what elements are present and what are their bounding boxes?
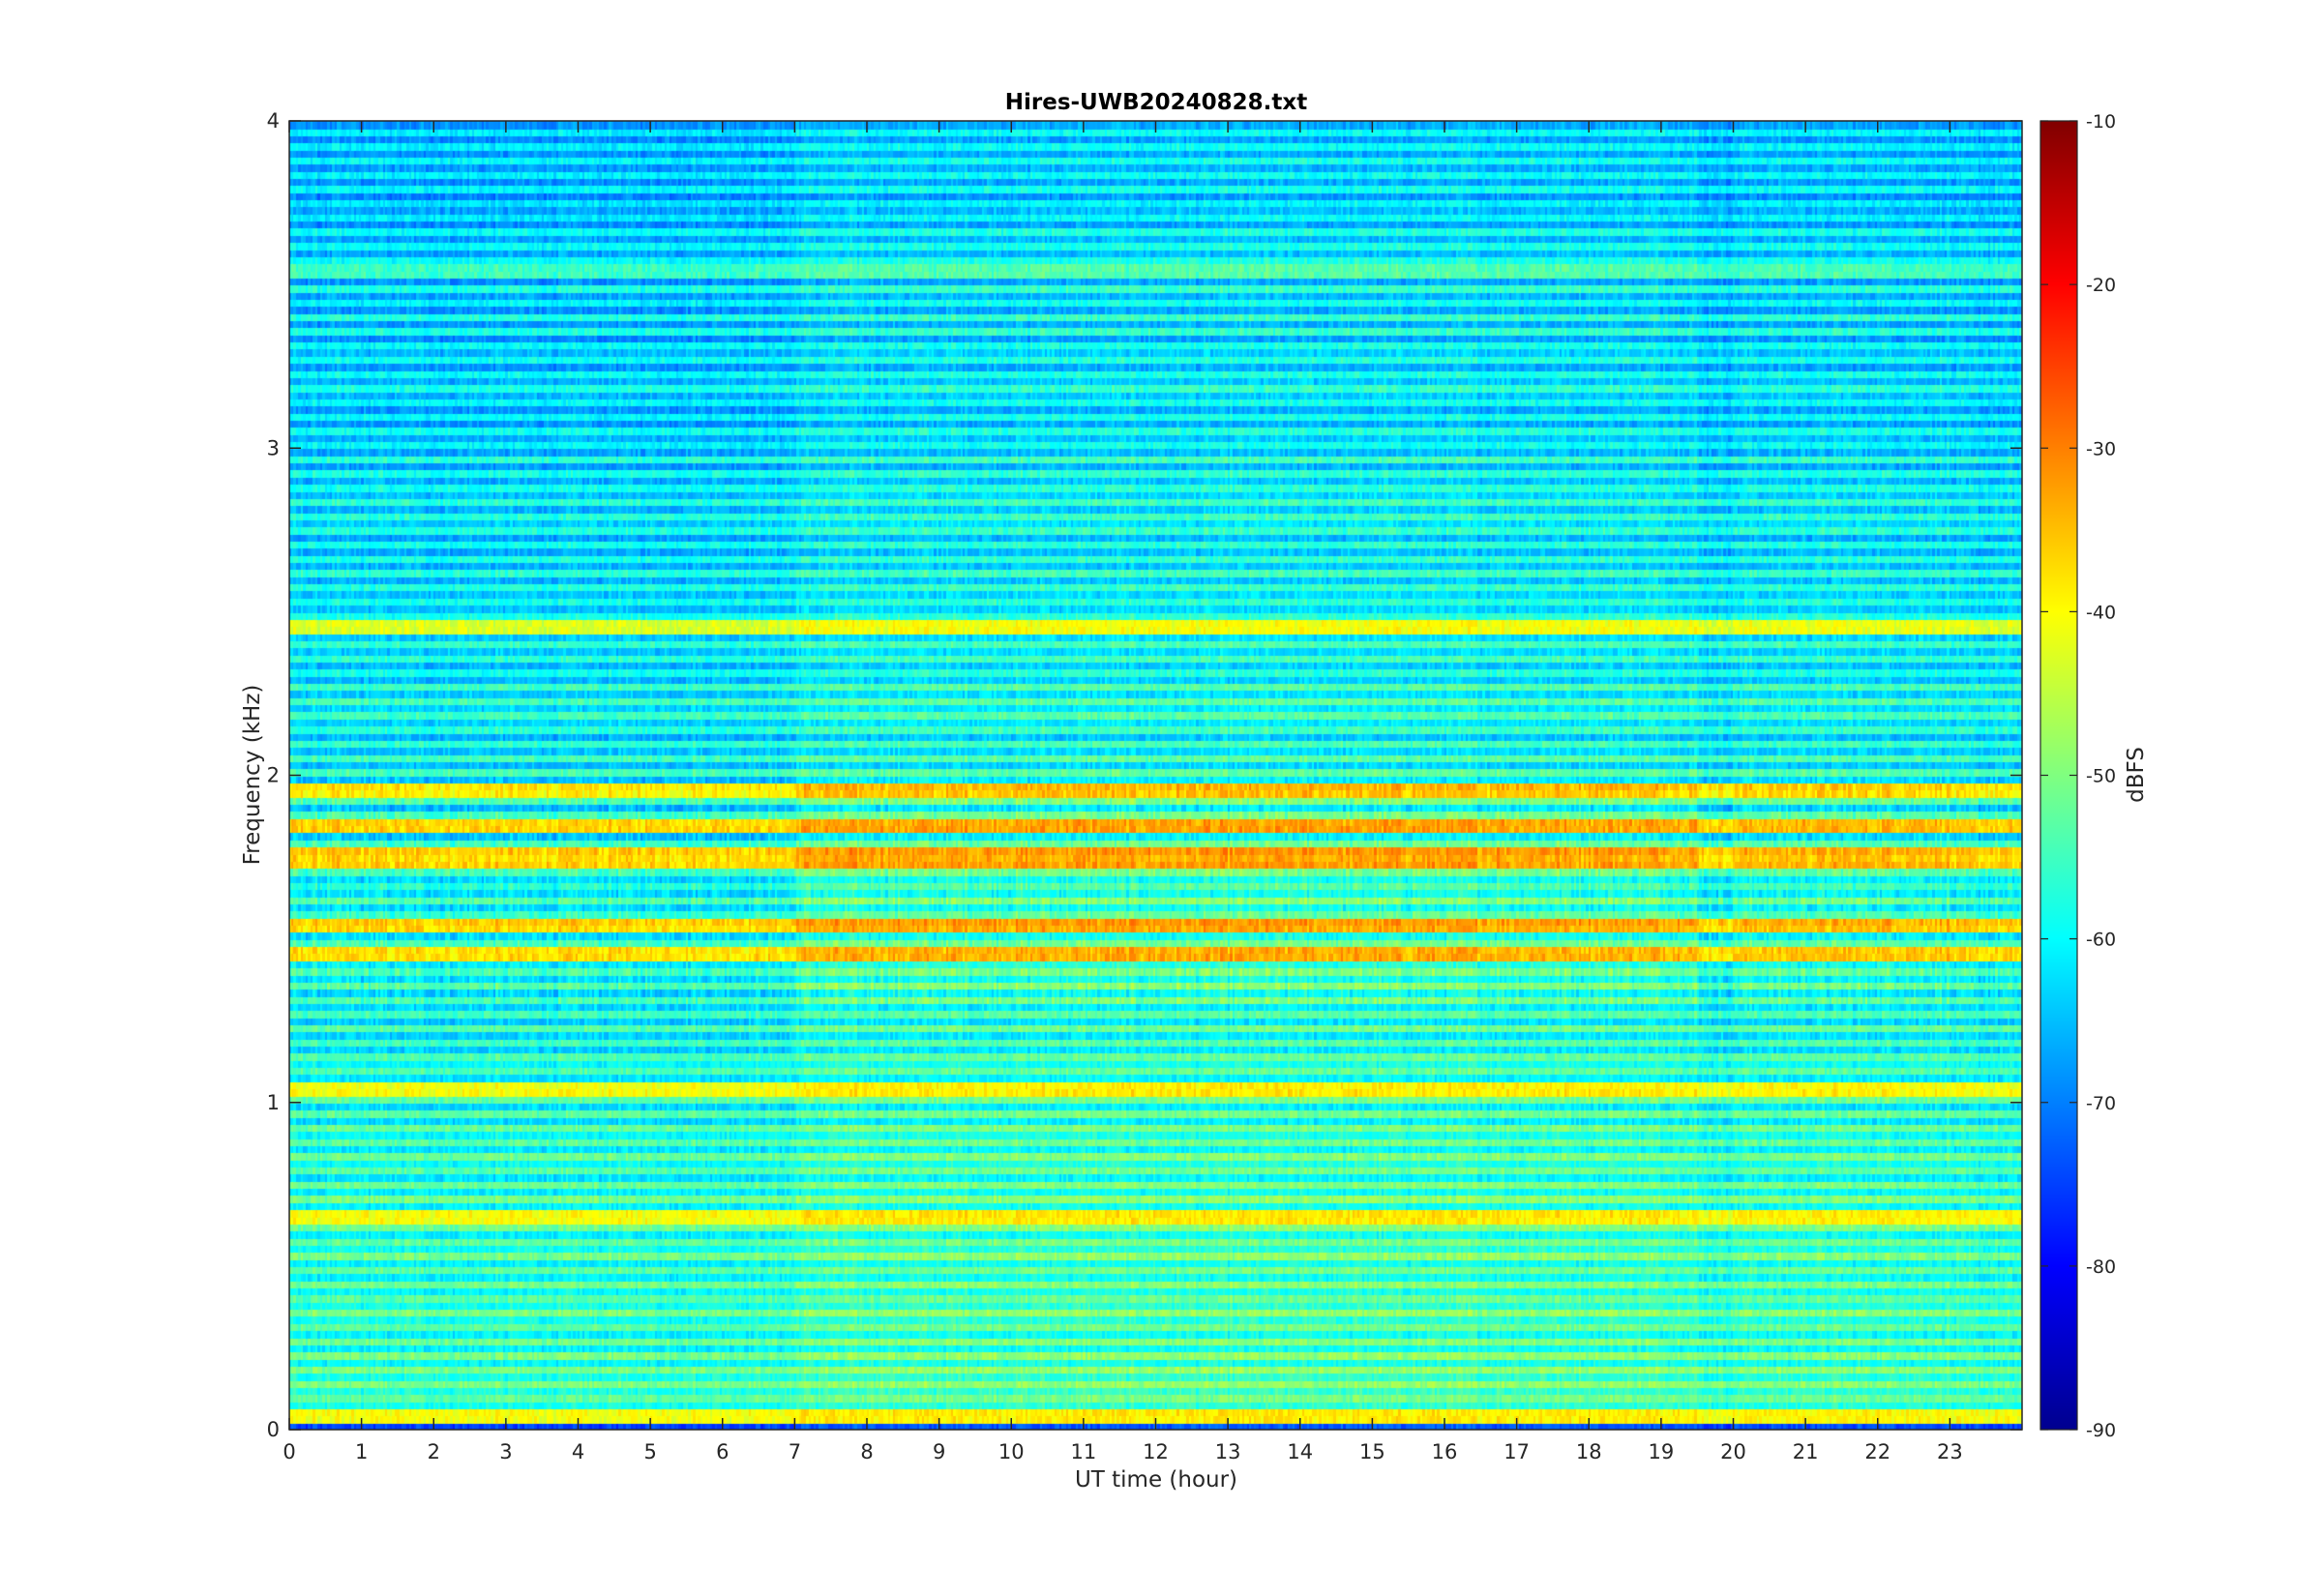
y-axis: 0 1 2 3 4	[267, 109, 2022, 1441]
colorbar: -10 -20 -30 -40 -50 -60 -70 -80 -90 dBFS	[2039, 111, 2149, 1441]
colorbar-tick-label: -80	[2086, 1256, 2116, 1278]
x-tick-label: 16	[1432, 1440, 1458, 1463]
x-tick-label: 10	[998, 1440, 1025, 1463]
x-tick-label: 18	[1576, 1440, 1602, 1463]
x-tick-label: 20	[1720, 1440, 1746, 1463]
x-tick-label: 15	[1359, 1440, 1385, 1463]
x-tick-label: 5	[643, 1440, 656, 1463]
colorbar-tick-label: -20	[2086, 275, 2116, 296]
colorbar-tick-label: -10	[2086, 111, 2116, 133]
y-tick-label: 1	[267, 1091, 280, 1114]
x-axis: 0 1 2 3 4 5 6 7 8 9 10 11 12 13 14 15 16 17 18 19 20 21 22 23	[283, 121, 1963, 1463]
x-tick-label: 0	[283, 1440, 295, 1463]
x-tick-label: 1	[355, 1440, 368, 1463]
colorbar-label: dBFS	[2124, 747, 2149, 803]
x-tick-label: 11	[1071, 1440, 1097, 1463]
x-tick-label: 22	[1864, 1440, 1890, 1463]
colorbar-ticks: -10 -20 -30 -40 -50 -60 -70 -80 -90	[2040, 111, 2116, 1441]
colorbar-tick-label: -70	[2086, 1093, 2116, 1114]
x-tick-label: 13	[1215, 1440, 1241, 1463]
x-tick-label: 4	[572, 1440, 584, 1463]
x-tick-label: 3	[499, 1440, 512, 1463]
y-tick-label: 0	[267, 1418, 280, 1441]
x-tick-label: 8	[860, 1440, 873, 1463]
x-tick-label: 17	[1503, 1440, 1530, 1463]
x-tick-label: 7	[789, 1440, 801, 1463]
colorbar-tick-label: -90	[2086, 1420, 2116, 1441]
x-tick-label: 21	[1793, 1440, 1819, 1463]
x-tick-label: 6	[716, 1440, 729, 1463]
colorbar-tick-label: -50	[2086, 766, 2116, 787]
y-tick-label: 3	[267, 436, 280, 459]
x-tick-label: 9	[933, 1440, 945, 1463]
colorbar-tick-label: -40	[2086, 602, 2116, 623]
colorbar-tick-label: -60	[2086, 930, 2116, 951]
y-tick-label: 2	[267, 764, 280, 787]
x-tick-label: 12	[1143, 1440, 1169, 1463]
y-axis-label: Frequency (kHz)	[240, 685, 265, 866]
x-tick-label: 19	[1649, 1440, 1675, 1463]
heatmap-plot-area	[288, 120, 2023, 1431]
x-tick-label: 23	[1937, 1440, 1963, 1463]
y-tick-label: 4	[267, 109, 280, 133]
spectrogram-heatmap	[289, 121, 2022, 1430]
x-axis-label: UT time (hour)	[1075, 1467, 1237, 1493]
x-tick-label: 2	[428, 1440, 440, 1463]
chart-title: Hires-UWB20240828.txt	[1005, 90, 1307, 115]
x-tick-label: 14	[1287, 1440, 1313, 1463]
colorbar-tick-label: -30	[2086, 438, 2116, 459]
